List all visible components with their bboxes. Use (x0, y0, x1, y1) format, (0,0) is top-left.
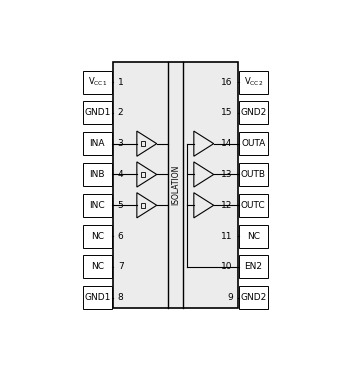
Bar (239, 225, 268, 248)
Text: 14: 14 (221, 139, 233, 148)
Text: 13: 13 (221, 170, 233, 179)
Polygon shape (194, 162, 214, 187)
Bar (141, 203, 145, 208)
Bar (239, 194, 268, 217)
Text: INB: INB (90, 170, 105, 179)
Polygon shape (194, 131, 214, 156)
Text: 6: 6 (118, 232, 123, 240)
Bar (83, 255, 112, 279)
Text: GND2: GND2 (240, 293, 266, 302)
Bar (83, 101, 112, 124)
Bar (83, 163, 112, 186)
Text: EN2: EN2 (244, 262, 262, 272)
Polygon shape (137, 193, 157, 218)
Text: NC: NC (91, 232, 104, 240)
Text: 11: 11 (221, 232, 233, 240)
Polygon shape (137, 162, 157, 187)
Text: OUTB: OUTB (241, 170, 266, 179)
Bar (83, 132, 112, 155)
Bar (239, 163, 268, 186)
Bar (239, 286, 268, 309)
Text: 5: 5 (118, 201, 123, 210)
Bar (83, 194, 112, 217)
Text: 15: 15 (221, 108, 233, 117)
Text: $\mathsf{V}_{\mathsf{CC1}}$: $\mathsf{V}_{\mathsf{CC1}}$ (88, 76, 107, 88)
Text: 2: 2 (118, 108, 123, 117)
Text: 9: 9 (227, 293, 233, 302)
Text: 1: 1 (118, 78, 123, 86)
Bar (141, 172, 145, 177)
Text: 12: 12 (221, 201, 233, 210)
Text: GND1: GND1 (84, 108, 110, 117)
Bar (83, 225, 112, 248)
Bar (113, 61, 238, 308)
Text: INC: INC (90, 201, 105, 210)
Text: 16: 16 (221, 78, 233, 86)
Bar (239, 255, 268, 279)
Bar (239, 132, 268, 155)
Bar (83, 71, 112, 94)
Text: GND2: GND2 (240, 108, 266, 117)
Text: OUTA: OUTA (241, 139, 265, 148)
Bar (239, 101, 268, 124)
Text: $\mathsf{V}_{\mathsf{CC2}}$: $\mathsf{V}_{\mathsf{CC2}}$ (244, 76, 263, 88)
Text: OUTC: OUTC (241, 201, 265, 210)
Text: 7: 7 (118, 262, 123, 272)
Text: 10: 10 (221, 262, 233, 272)
Text: NC: NC (91, 262, 104, 272)
Bar (83, 286, 112, 309)
Polygon shape (194, 193, 214, 218)
Text: 8: 8 (118, 293, 123, 302)
Text: GND1: GND1 (84, 293, 110, 302)
Text: 4: 4 (118, 170, 123, 179)
Text: INA: INA (90, 139, 105, 148)
Text: ISOLATION: ISOLATION (171, 165, 180, 205)
Text: 3: 3 (118, 139, 123, 148)
Polygon shape (137, 131, 157, 156)
Text: NC: NC (247, 232, 260, 240)
Bar (239, 71, 268, 94)
Bar (141, 141, 145, 146)
